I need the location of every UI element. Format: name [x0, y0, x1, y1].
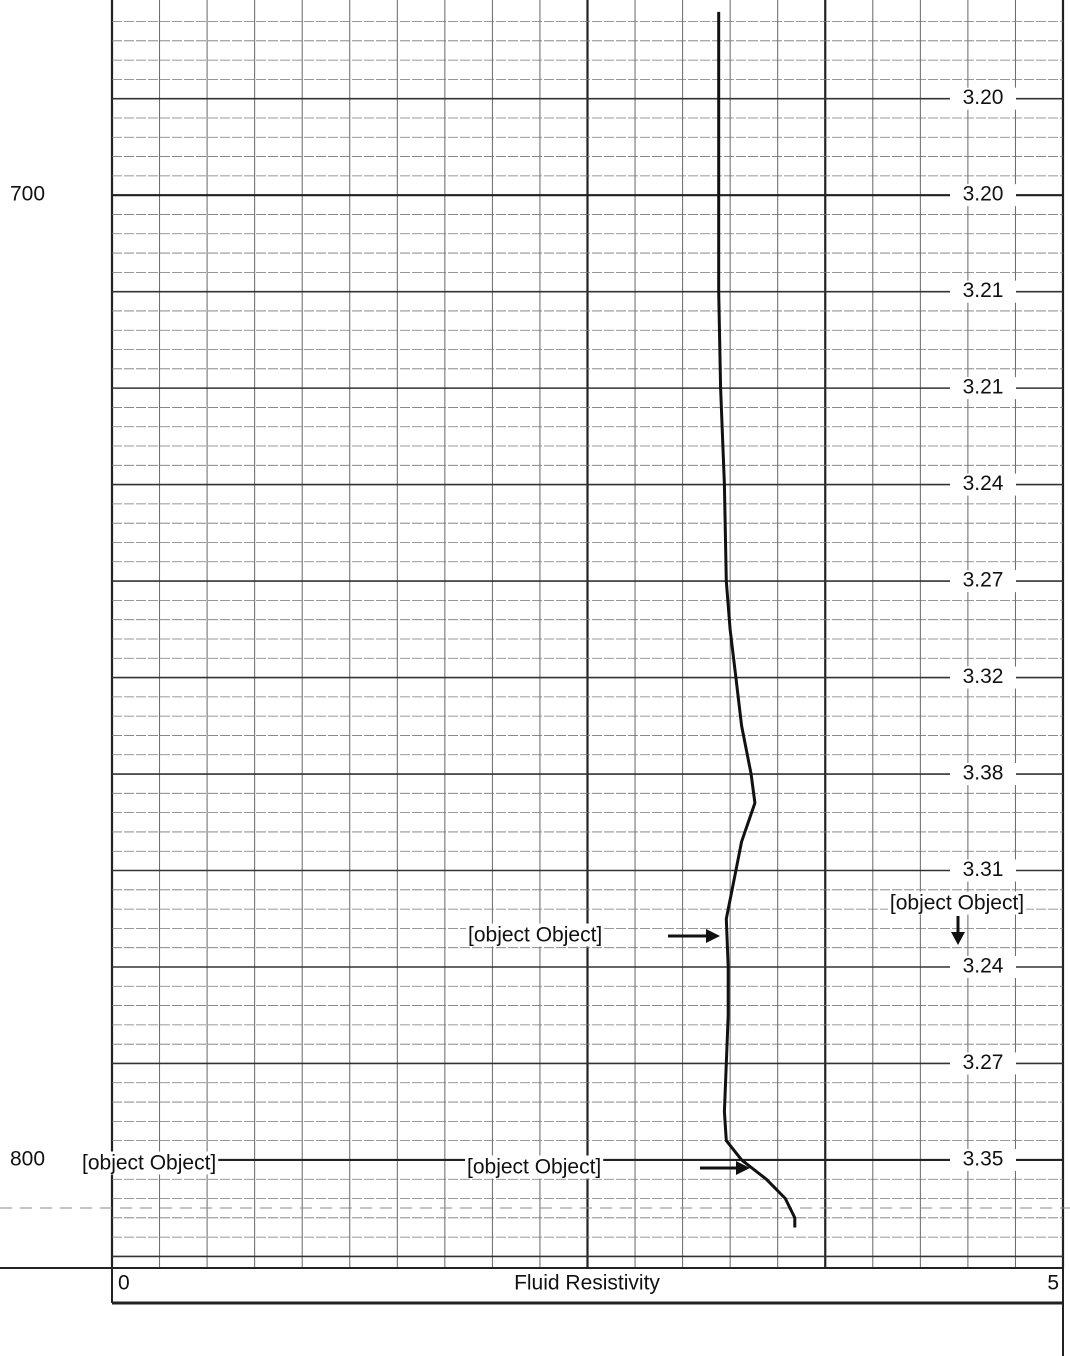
x-axis-label: Fluid Resistivity: [514, 1272, 660, 1295]
reading-bg: [950, 280, 1016, 303]
annotation: [object Object]: [82, 1151, 216, 1174]
x-tick-label: 5: [1047, 1272, 1059, 1295]
reading-bg: [950, 1148, 1016, 1171]
annotation: [object Object]: [467, 1156, 601, 1179]
reading-label: 3.21: [963, 376, 1004, 399]
reading-label: 3.31: [963, 858, 1004, 881]
reading-bg: [950, 859, 1016, 882]
y-tick-label: 800: [10, 1147, 45, 1170]
annotation-bg: [80, 1151, 219, 1175]
grid: [110, 0, 1065, 1268]
reading-label: 3.27: [963, 1051, 1004, 1074]
reading-bg: [950, 473, 1016, 496]
reading-label: 3.24: [963, 955, 1004, 978]
reading-bg: [950, 955, 1016, 978]
annotation-bg: [466, 923, 605, 947]
annotation-bg: [887, 891, 1027, 915]
annotation: [object Object]: [468, 924, 602, 947]
reading-bg: [950, 666, 1016, 689]
reading-label: 3.20: [963, 183, 1004, 206]
reading-label: 3.35: [963, 1147, 1004, 1170]
reading-bg: [950, 1052, 1016, 1075]
annotation: [object Object]: [890, 892, 1024, 915]
reading-label: 3.24: [963, 472, 1004, 495]
annotation-bg: [465, 1155, 604, 1179]
arrow-head: [706, 929, 720, 943]
arrow-head: [951, 932, 965, 945]
y-tick-label: 700: [10, 183, 45, 206]
arrow-head: [736, 1161, 750, 1175]
reading-label: 3.20: [963, 86, 1004, 109]
curve: [717, 11, 797, 1228]
x-tick-label: 0: [118, 1272, 130, 1295]
reading-label: 3.27: [963, 569, 1004, 592]
reading-bg: [950, 377, 1016, 400]
reading-bg: [950, 87, 1016, 110]
reading-bg: [950, 570, 1016, 593]
reading-bg: [950, 184, 1016, 207]
reading-label: 3.38: [963, 762, 1004, 785]
reading-label: 3.32: [963, 665, 1004, 688]
reading-bg: [950, 763, 1016, 786]
reading-label: 3.21: [963, 279, 1004, 302]
